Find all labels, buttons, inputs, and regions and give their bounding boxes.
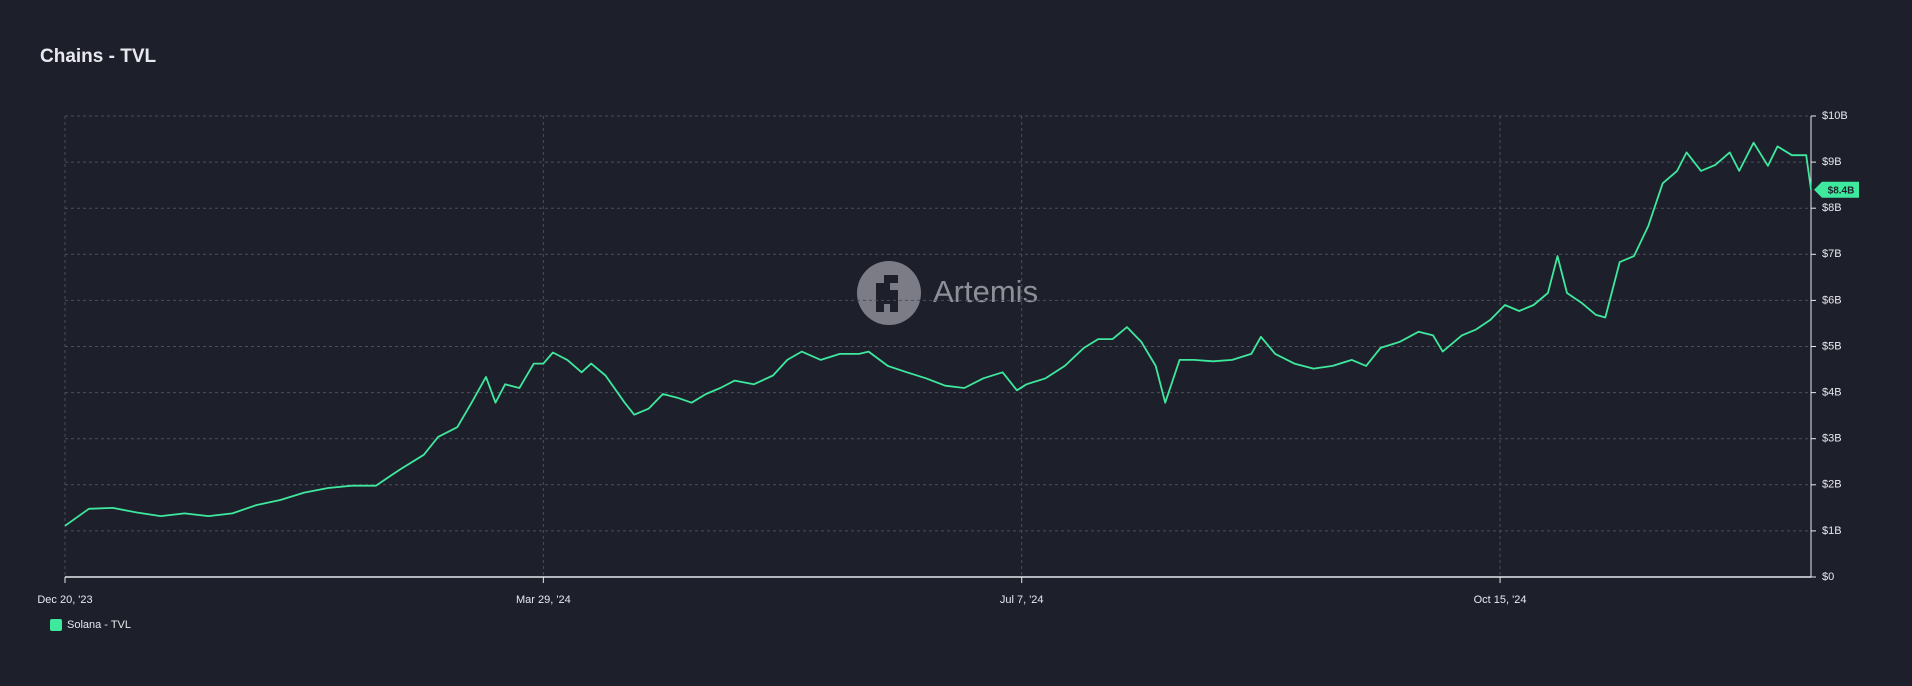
x-tick-label: Dec 20, '23: [37, 594, 92, 606]
line-series: [64, 141, 1812, 527]
x-tick-label: Mar 29, '24: [516, 594, 571, 606]
y-tick-label: $2B: [1822, 479, 1842, 491]
x-tick-label: Jul 7, '24: [1000, 594, 1044, 606]
current-value-label: $8.4B: [1828, 185, 1855, 196]
y-tick-label: $4B: [1822, 387, 1842, 399]
y-tick-label: $0: [1822, 571, 1834, 583]
y-tick-label: $6B: [1822, 294, 1842, 306]
y-tick-label: $7B: [1822, 248, 1842, 260]
legend-swatch: [50, 619, 62, 631]
y-tick-label: $1B: [1822, 525, 1842, 537]
current-value-tag: [1814, 181, 1859, 198]
y-tick-label: $8B: [1822, 202, 1842, 214]
y-tick-label: $9B: [1822, 156, 1842, 168]
y-tick-label: $3B: [1822, 433, 1842, 445]
y-tick-label: $5B: [1822, 340, 1842, 352]
watermark: Artemis: [933, 274, 1038, 309]
y-tick-label: $10B: [1822, 110, 1848, 122]
watermark-logo: [857, 261, 921, 325]
chart-title: Chains - TVL: [40, 46, 157, 67]
legend-label: Solana - TVL: [67, 619, 131, 631]
x-tick-label: Oct 15, '24: [1474, 594, 1527, 606]
